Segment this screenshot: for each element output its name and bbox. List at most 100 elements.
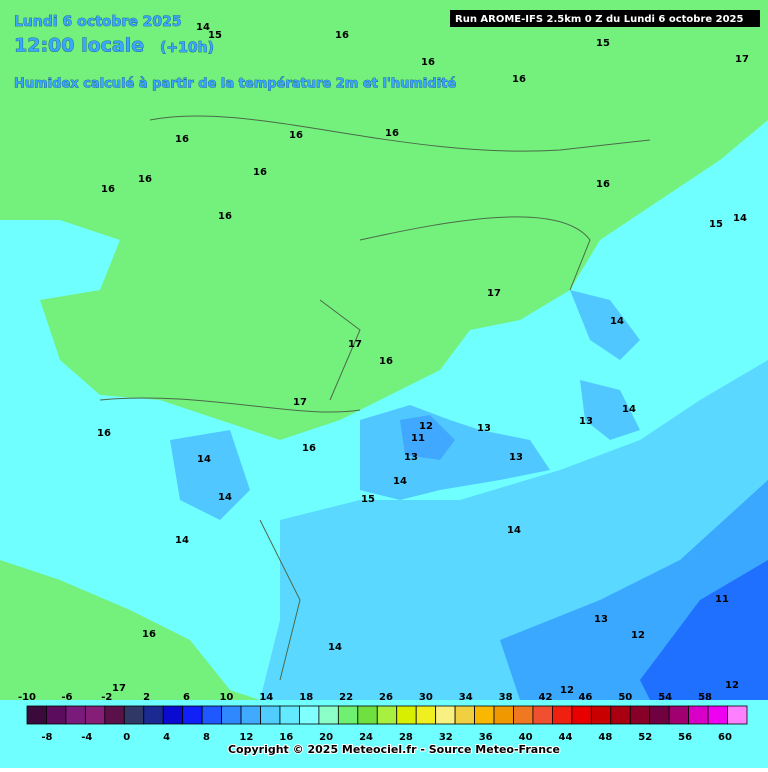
contour-label: 16 — [385, 128, 399, 139]
time: 12:00 locale — [14, 35, 144, 57]
colorbar-label: 36 — [479, 732, 493, 743]
contour-label: 13 — [477, 423, 491, 434]
color-swatch — [201, 705, 222, 725]
contour-label: 13 — [579, 416, 593, 427]
color-swatch — [123, 705, 145, 725]
colorbar-label: 16 — [279, 732, 293, 743]
contour-label: 17 — [348, 339, 362, 350]
land-region — [0, 0, 768, 440]
colorbar-label: 8 — [203, 732, 210, 743]
contour-label: 14 — [196, 22, 210, 33]
coastline — [99, 115, 651, 681]
contour-label: 14 — [393, 476, 407, 487]
color-swatch — [396, 705, 417, 725]
color-swatch — [279, 705, 300, 725]
contour-label: 14 — [175, 535, 189, 546]
contour-label: 16 — [218, 211, 232, 222]
colorbar-label: 58 — [698, 692, 712, 703]
colorbar-label: 52 — [638, 732, 652, 743]
colorbar-label: 30 — [419, 692, 433, 703]
contour-label: 16 — [335, 30, 349, 41]
color-swatch — [474, 705, 495, 725]
colorbar-label: 18 — [299, 692, 313, 703]
color-swatch — [162, 705, 184, 725]
color-swatch — [435, 705, 456, 725]
colorbar-label: 40 — [519, 732, 533, 743]
contour-label: 15 — [709, 219, 723, 230]
color-swatch — [513, 705, 534, 725]
contour-label: 12 — [419, 421, 433, 432]
colorbar-label: 12 — [239, 732, 253, 743]
color-swatch — [26, 705, 47, 725]
color-swatch — [707, 705, 728, 725]
color-swatch — [552, 705, 573, 725]
contour-label: 14 — [507, 525, 521, 536]
colorbar-label: -4 — [81, 732, 92, 743]
contour-label: 14 — [328, 642, 342, 653]
date: Lundi 6 octobre 2025 — [14, 14, 182, 30]
color-swatch — [629, 705, 651, 725]
color-swatch — [104, 705, 125, 725]
colorbar-label: 24 — [359, 732, 373, 743]
colorbar-label: 10 — [219, 692, 233, 703]
cool-region — [400, 415, 455, 460]
subtitle: Humidex calculé à partir de la températu… — [14, 77, 456, 92]
colorbar-label: 2 — [143, 692, 150, 703]
contour-label: 16 — [138, 174, 152, 185]
contour-label: 17 — [293, 397, 307, 408]
contour-label: 16 — [421, 57, 435, 68]
contour-label: 17 — [735, 54, 749, 65]
color-swatch — [260, 705, 281, 725]
offset: (+10h) — [160, 40, 214, 56]
colorbar-label: -6 — [61, 692, 72, 703]
color-swatch — [299, 705, 320, 725]
contour-label: 16 — [175, 134, 189, 145]
contour-label: 11 — [411, 433, 425, 444]
colorbar-label: -2 — [101, 692, 112, 703]
contour-label: 14 — [218, 492, 232, 503]
contour-label: 11 — [715, 594, 729, 605]
colorbar-label: 48 — [598, 732, 612, 743]
contour-label: 15 — [596, 38, 610, 49]
colorbar-label: -8 — [41, 732, 52, 743]
contour-label: 14 — [197, 454, 211, 465]
run-label: Run AROME-IFS 2.5km 0 Z du Lundi 6 octob… — [455, 14, 744, 25]
color-swatch — [337, 705, 359, 725]
colorbar-label: 28 — [399, 732, 413, 743]
contour-label: 13 — [404, 452, 418, 463]
contour-label: 16 — [97, 428, 111, 439]
color-swatch — [376, 705, 398, 725]
color-swatch — [221, 705, 242, 725]
contour-label: 14 — [610, 316, 624, 327]
colorbar-label: 34 — [459, 692, 473, 703]
color-swatch — [571, 705, 592, 725]
contour-label: 14 — [622, 404, 636, 415]
color-swatch — [357, 705, 378, 725]
colorbar-label: 26 — [379, 692, 393, 703]
colorbar-label: 0 — [123, 732, 130, 743]
contour-label: 16 — [253, 167, 267, 178]
contour-label: 12 — [560, 685, 574, 696]
contour-label: 15 — [208, 30, 222, 41]
colorbar-label: 20 — [319, 732, 333, 743]
copyright: Copyright © 2025 Meteociel.fr - Source M… — [228, 743, 560, 756]
color-swatch — [610, 705, 631, 725]
contour-label: 15 — [361, 494, 375, 505]
colorbar-label: 44 — [558, 732, 572, 743]
contour-label: 12 — [631, 630, 645, 641]
colorbar-label: 46 — [578, 692, 592, 703]
cold-region — [640, 560, 768, 700]
color-swatch — [649, 705, 670, 725]
contour-label: 16 — [142, 629, 156, 640]
color-swatch — [727, 705, 748, 725]
color-swatch — [532, 705, 553, 725]
colorbar-label: -10 — [18, 692, 36, 703]
color-swatch — [493, 705, 514, 725]
colorbar-label: 22 — [339, 692, 353, 703]
color-swatch — [688, 705, 709, 725]
cool-region — [570, 290, 640, 360]
contour-label: 17 — [112, 683, 126, 694]
cool-region — [170, 430, 250, 520]
